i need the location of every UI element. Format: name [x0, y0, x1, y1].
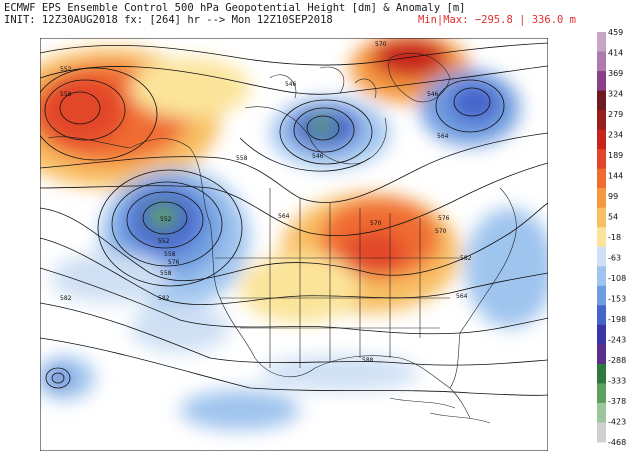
- contour-label: 546: [285, 81, 297, 88]
- colorbar-swatch: [597, 422, 606, 443]
- contour-label: 570: [435, 228, 447, 235]
- colorbar-tick-label: -108: [608, 274, 626, 283]
- contour-label: 552: [160, 216, 172, 223]
- chart-title: ECMWF EPS Ensemble Control 500 hPa Geopo…: [4, 2, 466, 14]
- colorbar-tick-label: -378: [608, 397, 626, 406]
- colorbar-swatch: [597, 227, 606, 248]
- contour-label: 576: [168, 259, 180, 266]
- coastlines-borders: [47, 52, 517, 424]
- colorbar-swatch: [597, 324, 606, 345]
- anomaly-colorbar: 459 414 369 324 279 234 189 144 99 54 -18 -63 -108 -1…: [597, 28, 626, 447]
- contour-label: 564: [437, 133, 449, 140]
- contour-label: 564: [278, 213, 290, 220]
- colorbar-tick-label: -198: [608, 315, 626, 324]
- colorbar-tick-label: 144: [608, 172, 623, 181]
- contour-label: 552: [60, 66, 72, 73]
- colorbar-tick-label: 54: [608, 213, 618, 222]
- colorbar-tick-label: 279: [608, 110, 623, 119]
- colorbar-tick-label: 414: [608, 49, 623, 58]
- contour-label: 558: [160, 270, 172, 277]
- init-time: INIT: 12Z30AUG2018 fx: [264] hr --> Mon …: [4, 14, 333, 26]
- colorbar-swatch: [597, 129, 606, 150]
- contour-label: 582: [158, 295, 170, 302]
- colorbar-swatch: [597, 90, 606, 111]
- anomaly-shading: [40, 38, 548, 430]
- colorbar-tick-label: 189: [608, 151, 623, 160]
- contour-label: 570: [370, 220, 382, 227]
- colorbar-swatch: [597, 71, 606, 92]
- min-max-readout: Min|Max: −295.8 | 336.0 m: [417, 14, 576, 26]
- contour-label: 552: [158, 238, 170, 245]
- colorbar-swatch: [597, 32, 606, 53]
- contour-label: 558: [164, 251, 176, 258]
- colorbar-tick-label: -243: [608, 336, 626, 345]
- colorbar-swatch: [597, 110, 606, 131]
- contour-label: 546: [312, 153, 324, 160]
- colorbar-tick-label: 369: [608, 69, 623, 78]
- colorbar-tick-label: 234: [608, 131, 623, 140]
- colorbar-tick-label: 99: [608, 192, 618, 201]
- contour-label: 558: [236, 155, 248, 162]
- colorbar-tick-label: -63: [608, 254, 621, 263]
- contour-label: 588: [362, 357, 374, 364]
- contour-label: 570: [375, 41, 387, 48]
- contour-label: 582: [460, 255, 472, 262]
- colorbar-swatch: [597, 285, 606, 306]
- contour-label: 558: [60, 91, 72, 98]
- colorbar-swatch: [597, 266, 606, 287]
- colorbar-swatch: [597, 344, 606, 365]
- colorbar-tick-label: -333: [608, 377, 626, 386]
- map-panel: 552 552 558 558 576 582 546 570 546 564 …: [40, 38, 548, 451]
- colorbar-tick-label: 459: [608, 28, 623, 37]
- colorbar-swatch: [597, 363, 606, 384]
- colorbar-tick-label: -423: [608, 418, 626, 427]
- colorbar-tick-label: -468: [608, 438, 626, 447]
- colorbar-tick-label: -153: [608, 295, 626, 304]
- colorbar-swatch: [597, 305, 606, 326]
- colorbar-swatch: [597, 168, 606, 189]
- colorbar-tick-label: -18: [608, 233, 621, 242]
- colorbar-swatch: [597, 402, 606, 423]
- colorbar-swatch: [597, 383, 606, 404]
- contour-label: 546: [427, 91, 439, 98]
- colorbar-tick-label: 324: [608, 90, 623, 99]
- colorbar-swatch: [597, 246, 606, 267]
- contour-label: 582: [60, 295, 72, 302]
- colorbar-swatch: [597, 51, 606, 72]
- contour-label-group: 552 552 558 558 576 582 546 570 546 564 …: [60, 41, 472, 364]
- contour-label: 576: [438, 215, 450, 222]
- colorbar-swatch: [597, 149, 606, 170]
- contour-label: 564: [456, 293, 468, 300]
- colorbar-swatch: [597, 207, 606, 228]
- colorbar-swatch: [597, 188, 606, 209]
- colorbar-tick-label: -288: [608, 356, 626, 365]
